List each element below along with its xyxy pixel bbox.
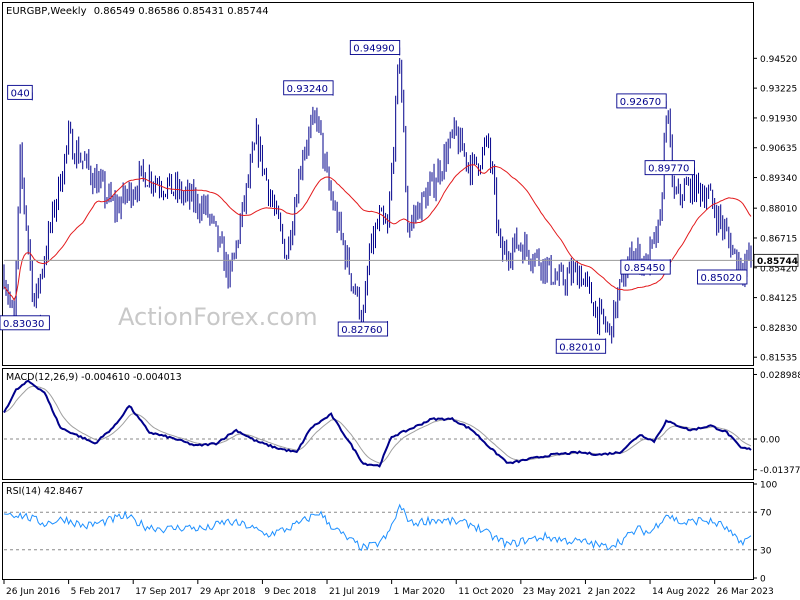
x-tick-label: 26 Mar 2023 (717, 587, 774, 597)
macd-layer: 0.028988 0.00 -0.013779 (3, 371, 800, 476)
price-tick-label: 0.91930 (760, 114, 797, 124)
rsi-line (3, 503, 752, 552)
callout-box (555, 338, 607, 354)
rsi-panel-frame (2, 482, 754, 580)
price-callouts: 0.94990 0.93240 0.92670 0.89770 0.85450 0.850… (0, 40, 748, 354)
callout-box (616, 93, 667, 109)
x-tick-label: 21 Jul 2019 (329, 587, 380, 597)
price-tick-label: 0.85420 (760, 264, 797, 274)
price-tick-label: 0.89340 (760, 174, 797, 184)
macd-panel-frame (2, 368, 754, 480)
callout-box (620, 259, 671, 275)
macd-tick-label: -0.013779 (760, 466, 800, 476)
x-tick-label: 29 Apr 2018 (200, 587, 256, 597)
current-price-value: 0.85744 (757, 257, 798, 267)
moving-average-line (3, 164, 752, 302)
callout-box (283, 80, 334, 96)
current-price-label: 0.85744 (753, 253, 799, 267)
callout-box (697, 269, 748, 285)
callout-box (337, 321, 389, 337)
x-tick-label: 17 Sep 2017 (135, 587, 192, 597)
x-tick-label: 9 Dec 2018 (264, 587, 316, 597)
callout-box (0, 315, 50, 331)
rsi-tick-label: 70 (760, 509, 772, 519)
x-tick-label: 14 Aug 2022 (652, 587, 710, 597)
callout-label: 0.85020 (701, 273, 742, 284)
price-tick-label: 0.86715 (760, 234, 797, 244)
watermark: ActionForex.com (118, 303, 318, 331)
x-tick-label: 11 Oct 2020 (458, 587, 514, 597)
price-tick-label: 0.81535 (760, 354, 797, 364)
price-tick-label: 0.93225 (760, 85, 797, 95)
callout-label: 0.94990 (353, 44, 394, 55)
rsi-tick-label: 100 (760, 481, 777, 491)
x-tick-label: 26 Jun 2016 (6, 587, 60, 597)
price-tick-label: 0.94520 (760, 55, 797, 65)
macd-signal-line (3, 385, 752, 464)
callout-box (644, 160, 695, 176)
macd-label: MACD(12,26,9) -0.004610 -0.004013 (6, 372, 182, 383)
callout-label: 0.82010 (559, 342, 600, 353)
callout-label: 0.85450 (624, 263, 665, 274)
callout-label: 0.89770 (648, 164, 689, 175)
ohlc-values: 0.86549 0.86586 0.85431 0.85744 (94, 6, 269, 17)
price-ohlc-bars (3, 57, 752, 344)
callout-label: 0.92670 (620, 97, 661, 108)
rsi-tick-label: 0 (760, 575, 766, 585)
rsi-tick-label: 30 (760, 546, 772, 556)
callout-box (7, 84, 33, 100)
price-panel-frame (2, 2, 754, 366)
x-tick-label: 5 Feb 2017 (71, 587, 121, 597)
chart-title: EURGBP,Weekly (6, 6, 87, 17)
macd-line (3, 379, 752, 468)
current-price-box (753, 253, 799, 267)
price-tick-label: 0.82830 (760, 324, 797, 334)
macd-tick-label: 0.00 (760, 436, 780, 446)
callout-label: 0.93240 (287, 84, 328, 95)
callout-box (349, 40, 401, 55)
x-tick-label: 1 Mar 2020 (394, 587, 446, 597)
x-tick-label: 2 Jan 2022 (587, 587, 635, 597)
price-tick-label: 0.84125 (760, 294, 797, 304)
chart-title-ohlc: EURGBP,Weekly 0.86549 0.86586 0.85431 0.… (6, 6, 269, 17)
rsi-layer: 100 70 30 0 (3, 481, 777, 585)
x-axis: 26 Jun 2016 5 Feb 2017 17 Sep 2017 29 Apr 2… (3, 580, 774, 597)
price-tick-label: 0.88010 (760, 205, 797, 215)
rsi-label: RSI(14) 42.8467 (6, 486, 83, 497)
macd-tick-label: 0.028988 (760, 371, 800, 381)
x-tick-label: 23 May 2021 (523, 587, 582, 597)
callout-label: 040 (11, 88, 30, 99)
price-tick-label: 0.90635 (760, 144, 797, 154)
callout-label: 0.83030 (3, 319, 44, 330)
price-y-axis: 0.94520 0.93225 0.91930 0.90635 0.89340 0.880… (753, 55, 797, 364)
callout-label: 0.82760 (341, 325, 382, 336)
